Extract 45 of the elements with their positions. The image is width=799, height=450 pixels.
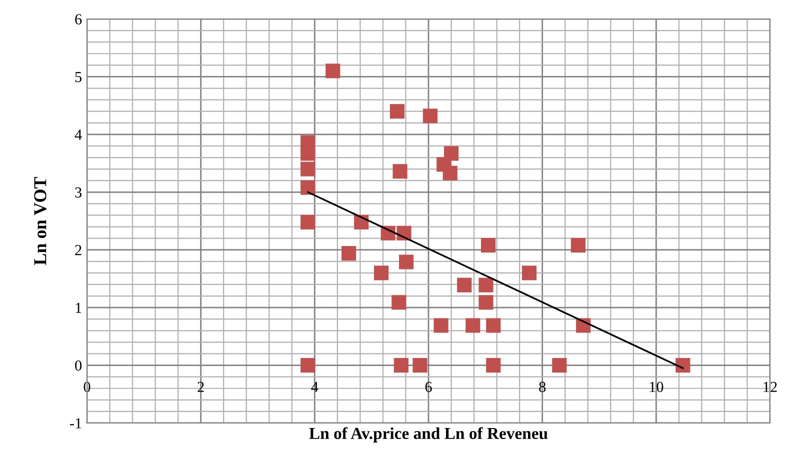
point bbox=[434, 318, 448, 333]
y-tick-label: 2 bbox=[75, 245, 82, 256]
x-tick-label: 10 bbox=[650, 382, 664, 392]
point bbox=[300, 214, 316, 230]
point bbox=[300, 146, 316, 161]
y-tick-label: 6 bbox=[75, 14, 82, 24]
point bbox=[390, 104, 404, 119]
x-tick-label: 6 bbox=[425, 382, 432, 392]
point bbox=[300, 162, 316, 176]
y-tick-label: -1 bbox=[70, 418, 82, 428]
point bbox=[300, 358, 316, 373]
point bbox=[342, 246, 356, 261]
point bbox=[300, 180, 316, 195]
point bbox=[422, 108, 438, 124]
point bbox=[570, 238, 586, 253]
point bbox=[552, 358, 567, 373]
point bbox=[676, 358, 690, 373]
point bbox=[486, 358, 501, 373]
y-tick-label: 1 bbox=[76, 302, 82, 313]
x-tick-label: 0 bbox=[84, 382, 90, 392]
y-tick-label: 3 bbox=[75, 187, 82, 198]
x-tick-label: 4 bbox=[311, 382, 318, 392]
x-axis-title: Ln of Av.price and Ln of Reveneu bbox=[309, 427, 548, 442]
point bbox=[412, 358, 428, 373]
point bbox=[394, 358, 408, 373]
point bbox=[399, 254, 414, 270]
x-tick-label: 2 bbox=[198, 382, 204, 392]
point bbox=[442, 166, 458, 180]
point bbox=[457, 278, 472, 292]
x-tick-label: 8 bbox=[539, 382, 546, 392]
x-tick-label: 12 bbox=[764, 382, 777, 392]
point bbox=[466, 318, 480, 333]
y-tick-label: 5 bbox=[75, 72, 82, 82]
point bbox=[478, 295, 494, 310]
point bbox=[392, 164, 408, 179]
point bbox=[392, 295, 406, 310]
y-tick-label: 0 bbox=[75, 360, 82, 371]
point bbox=[326, 64, 340, 78]
point bbox=[522, 266, 537, 280]
point bbox=[486, 318, 501, 333]
point bbox=[374, 266, 389, 280]
y-axis-title: Ln on VOT bbox=[34, 176, 46, 266]
y-tick-label: 4 bbox=[74, 130, 82, 140]
point bbox=[480, 238, 496, 253]
point bbox=[478, 278, 494, 292]
